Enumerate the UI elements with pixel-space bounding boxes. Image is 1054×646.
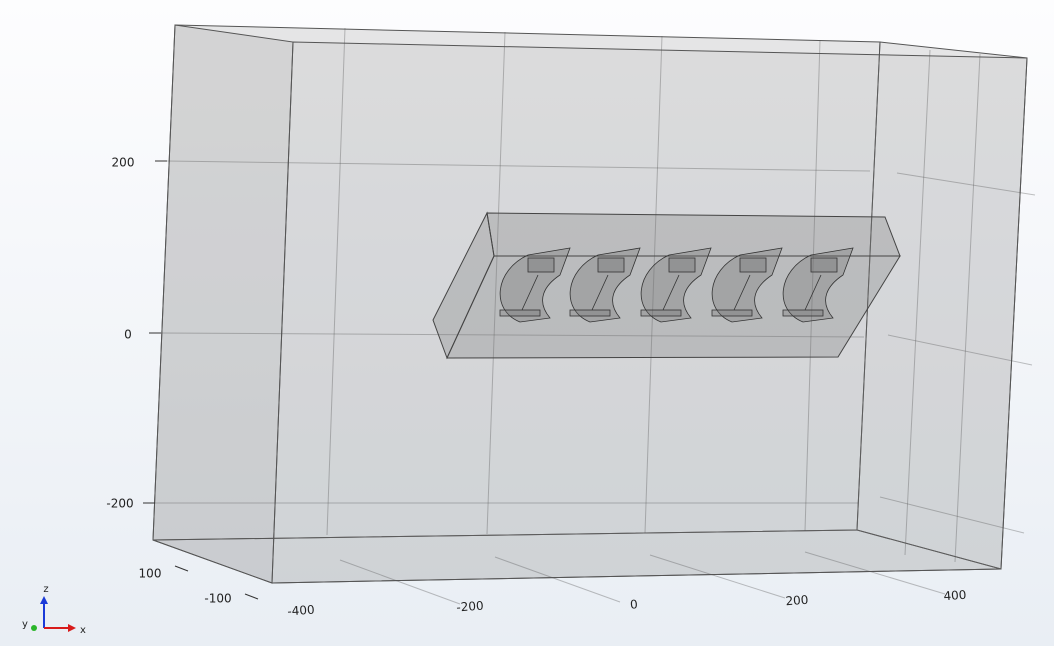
y-dot [31, 625, 37, 631]
part-base [500, 310, 540, 316]
triad-label: x [80, 625, 86, 636]
part-base [641, 310, 681, 316]
x-tick-label: 200 [785, 593, 809, 609]
x-tick-label: -200 [456, 599, 484, 615]
triad-label: y [22, 619, 28, 630]
left-face [153, 25, 293, 583]
block-top [487, 213, 900, 256]
part-base [783, 310, 823, 316]
z-tick-label: 200 [112, 156, 135, 170]
graphics-view: 200 0 -200 100 -100 -400 -200 0 200 400 … [0, 0, 1054, 646]
z-tick-label: -200 [106, 497, 133, 511]
y-tick-label: 100 [139, 567, 162, 581]
part-plate [528, 258, 554, 272]
x-tick-label: -400 [287, 603, 315, 619]
part-base [712, 310, 752, 316]
triad-label: z [43, 584, 48, 595]
part-base [570, 310, 610, 316]
part-plate [669, 258, 695, 272]
y-tick-label: -100 [204, 592, 231, 606]
part-plate [740, 258, 766, 272]
part-plate [598, 258, 624, 272]
part-plate [811, 258, 837, 272]
x-tick-label: 400 [943, 588, 967, 604]
z-tick-label: 0 [124, 328, 132, 342]
x-tick-label: 0 [630, 597, 639, 611]
